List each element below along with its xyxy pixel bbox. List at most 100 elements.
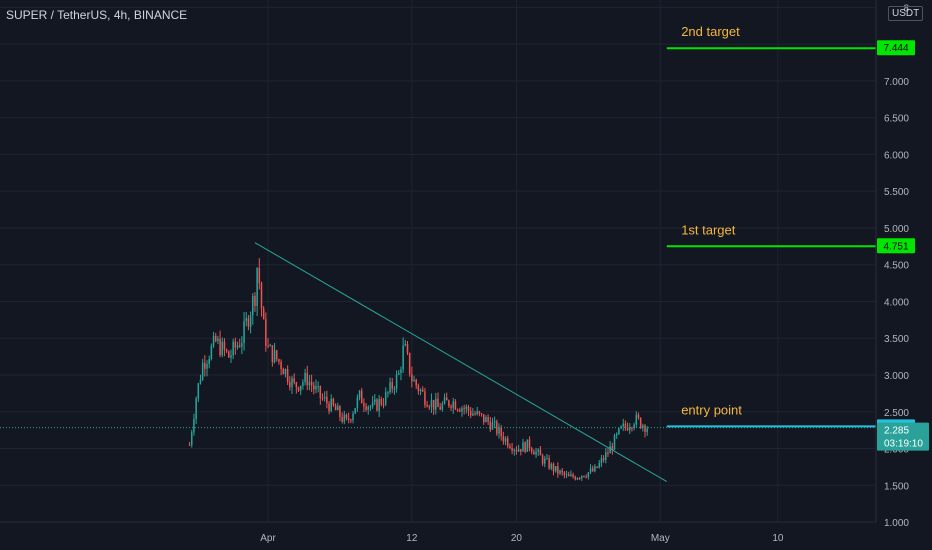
candle-body [275,350,278,360]
candle-body [517,449,520,452]
candle-body [252,295,254,316]
candle-body [554,466,557,472]
x-tick-label: 20 [511,533,523,544]
candle-body [343,414,346,422]
candle-body [234,341,237,348]
candle-body [321,398,324,400]
candle-body [310,381,313,386]
candle-body [552,463,555,472]
candle-body [511,448,513,451]
candles-layer [188,258,648,481]
candle-body [304,372,306,383]
candle-body [600,458,603,464]
y-tick-label: 4.000 [884,297,909,308]
candle-body [565,474,568,476]
candle-body [267,345,269,347]
y-tick-label: 2.500 [884,408,909,419]
candle-body [476,411,478,415]
candle-body [369,406,372,408]
candle-body [317,386,319,388]
candle-body [594,466,596,472]
candle-body [578,477,581,479]
candle-body [607,452,609,454]
candle-body [371,402,374,407]
y-tick-label: 5.000 [884,224,909,235]
candle-body [615,433,618,436]
candle-body [206,363,208,369]
candle-body [328,403,330,412]
candle-body [219,338,221,356]
candle-body [258,268,261,283]
candle-body [572,474,574,478]
candle-body [533,451,535,455]
candle-body [541,455,544,464]
candle-body [247,318,250,327]
candle-body [384,392,387,405]
candle-body [249,315,252,327]
candle-body [217,338,219,341]
x-tick-label: 10 [772,533,784,544]
candle-body [450,405,452,408]
candle-body [539,449,542,456]
candle-body [467,406,470,412]
candle-body [352,413,354,421]
x-tick-label: 12 [406,533,418,544]
candle-body [430,399,433,408]
candle-body [548,458,550,469]
candle-body [289,381,291,388]
price-label: 7.444 [883,43,908,54]
candle-body [363,403,365,407]
candle-body [199,379,202,384]
candle-body [585,476,587,478]
drawings-layer: 2nd target 1st target entry point [0,24,876,483]
symbol-title[interactable]: SUPER / TetherUS, 4h, BINANCE [6,8,188,22]
y-tick-label: 6.500 [884,114,909,125]
candle-body [411,374,413,382]
candle-body [482,414,485,423]
candle-body [387,392,389,394]
candle-body [315,386,317,390]
candle-body [265,319,267,346]
candle-body [389,382,391,393]
y-tick-label: 1.500 [884,481,909,492]
currency-label[interactable]: USDT [888,6,924,21]
candle-body [509,446,511,449]
candle-body [631,427,633,429]
candle-body [441,403,444,410]
level-annotation: entry point [681,402,742,417]
candle-body [456,409,459,411]
candle-body [323,396,326,399]
candle-body [637,414,640,418]
candle-body [319,386,322,399]
candle-body [583,475,585,477]
candle-body [596,466,598,468]
candle-body [367,406,370,410]
candle-body [195,398,197,420]
candle-body [605,452,607,460]
level-annotation: 2nd target [681,24,740,39]
candle-body [496,421,498,434]
candle-body [254,295,256,307]
candle-body [193,419,195,433]
candle-body [212,335,215,346]
candle-body [302,382,304,386]
candle-body [393,388,396,390]
candle-body [210,345,213,359]
candle-body [491,422,494,430]
candle-body [469,411,472,416]
candle-body [435,398,437,410]
candle-body [570,474,572,477]
candle-body [262,308,265,320]
candle-body [559,470,561,474]
candle-body [190,432,193,445]
candle-body [413,379,415,382]
price-label-bg [877,40,915,56]
candle-body [269,345,271,347]
candle-body [622,423,624,427]
candle-body [474,413,476,415]
candle-body [500,427,502,437]
candle-body [398,373,400,375]
x-tick-label: May [651,533,670,544]
